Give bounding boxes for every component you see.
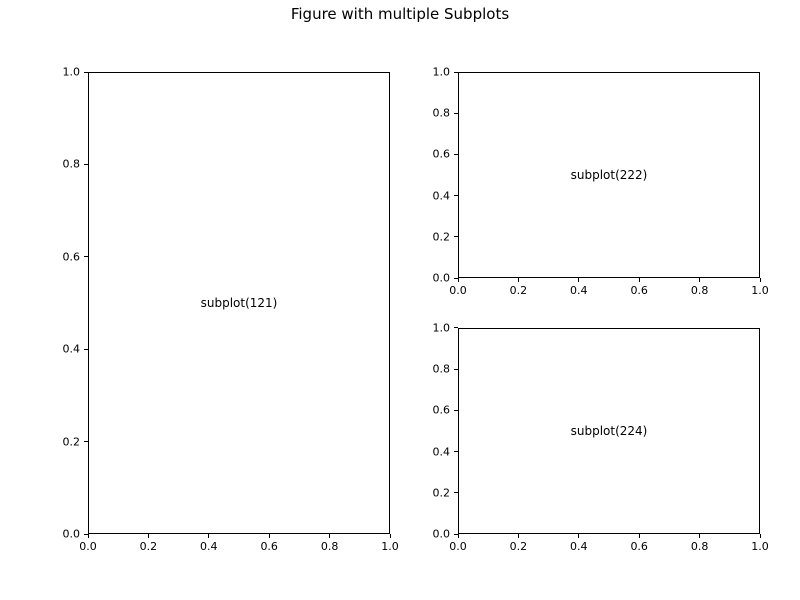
axes-label-subplot-121: subplot(121)	[201, 296, 278, 310]
xtick	[148, 534, 149, 538]
xtick-label: 0.6	[260, 540, 278, 553]
axes-label-subplot-224: subplot(224)	[571, 424, 648, 438]
xtick	[760, 534, 761, 538]
ytick-label: 0.4	[433, 445, 451, 458]
ytick	[454, 278, 458, 279]
xtick	[578, 534, 579, 538]
ytick	[454, 534, 458, 535]
xtick-label: 1.0	[751, 540, 769, 553]
figure: Figure with multiple Subplots subplot(12…	[0, 0, 800, 600]
xtick	[208, 534, 209, 538]
ytick-label: 0.6	[433, 148, 451, 161]
ytick-label: 0.2	[433, 230, 451, 243]
xtick	[88, 534, 89, 538]
xtick	[458, 278, 459, 282]
ytick	[454, 154, 458, 155]
ytick	[84, 534, 88, 535]
ytick	[454, 369, 458, 370]
ytick	[84, 441, 88, 442]
axes-label-subplot-222: subplot(222)	[571, 168, 648, 182]
ytick-label: 0.6	[433, 404, 451, 417]
xtick	[639, 534, 640, 538]
xtick-label: 0.2	[510, 540, 528, 553]
ytick-label: 0.0	[433, 272, 451, 285]
xtick-label: 0.8	[691, 540, 709, 553]
xtick	[329, 534, 330, 538]
xtick	[518, 534, 519, 538]
xtick-label: 0.6	[630, 540, 648, 553]
ytick	[454, 451, 458, 452]
ytick	[454, 327, 458, 328]
ytick-label: 0.2	[63, 435, 81, 448]
ytick-label: 0.2	[433, 486, 451, 499]
xtick	[518, 278, 519, 282]
ytick	[84, 164, 88, 165]
ytick-label: 1.0	[433, 321, 451, 334]
xtick-label: 0.0	[449, 540, 467, 553]
ytick-label: 0.0	[433, 528, 451, 541]
xtick-label: 1.0	[751, 284, 769, 297]
xtick	[578, 278, 579, 282]
xtick	[458, 534, 459, 538]
axes-subplot-224: subplot(224)	[458, 328, 760, 534]
ytick-label: 1.0	[433, 66, 451, 79]
xtick	[269, 534, 270, 538]
xtick-label: 0.8	[321, 540, 339, 553]
ytick-label: 0.6	[63, 250, 81, 263]
ytick-label: 0.8	[433, 107, 451, 120]
ytick-label: 0.4	[433, 189, 451, 202]
xtick-label: 1.0	[381, 540, 399, 553]
ytick	[84, 72, 88, 73]
xtick-label: 0.2	[510, 284, 528, 297]
ytick-label: 1.0	[63, 66, 81, 79]
xtick	[760, 278, 761, 282]
xtick	[699, 534, 700, 538]
axes-subplot-121: subplot(121)	[88, 72, 390, 534]
xtick	[639, 278, 640, 282]
xtick	[390, 534, 391, 538]
ytick	[454, 113, 458, 114]
xtick-label: 0.4	[570, 540, 588, 553]
figure-suptitle: Figure with multiple Subplots	[0, 5, 800, 23]
xtick-label: 0.2	[140, 540, 158, 553]
ytick-label: 0.8	[433, 363, 451, 376]
ytick	[454, 492, 458, 493]
ytick	[454, 195, 458, 196]
ytick	[454, 410, 458, 411]
xtick	[699, 278, 700, 282]
ytick-label: 0.0	[63, 528, 81, 541]
xtick-label: 0.4	[570, 284, 588, 297]
xtick-label: 0.8	[691, 284, 709, 297]
ytick	[454, 72, 458, 73]
xtick-label: 0.0	[79, 540, 97, 553]
ytick-label: 0.4	[63, 343, 81, 356]
ytick	[454, 236, 458, 237]
xtick-label: 0.6	[630, 284, 648, 297]
axes-subplot-222: subplot(222)	[458, 72, 760, 278]
xtick-label: 0.4	[200, 540, 218, 553]
ytick	[84, 256, 88, 257]
ytick	[84, 349, 88, 350]
ytick-label: 0.8	[63, 158, 81, 171]
xtick-label: 0.0	[449, 284, 467, 297]
